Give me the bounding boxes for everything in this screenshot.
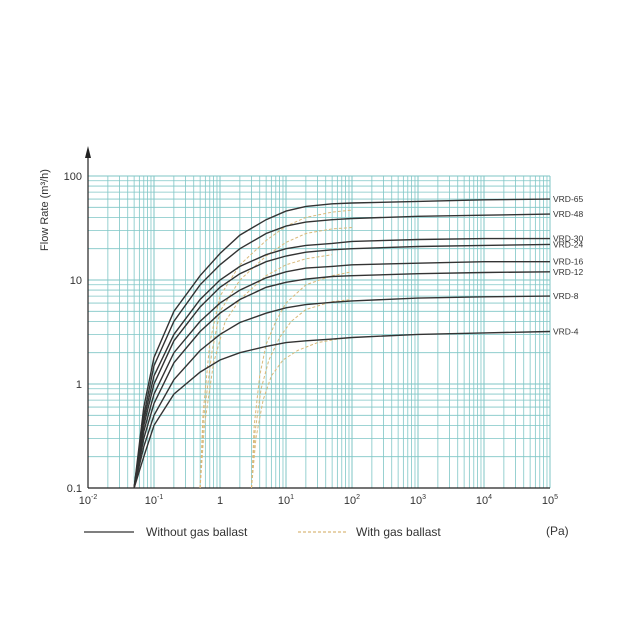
x-tick-label: 10-1 [145,494,164,507]
axes [85,146,550,489]
series-curve [133,213,551,489]
series-label: VRD-12 [553,267,584,277]
series-curve [133,261,550,489]
x-tick-exponent: -2 [91,494,97,501]
x-tick-exponent: 5 [554,494,558,501]
series-label: VRD-24 [553,239,584,249]
series-curves [133,198,551,489]
x-tick-label: 10-2 [79,494,98,507]
series-curve [133,295,551,489]
x-tick-exponent: -1 [157,494,163,501]
ballast-curve [251,299,353,489]
x-tick-label: 101 [278,494,294,507]
ballast-curve [199,209,353,489]
y-axis-arrow [85,146,91,158]
series-curve [133,237,550,489]
x-tick-exponent: 1 [290,494,294,501]
y-tick-label: 10 [70,275,82,287]
series-label: VRD-65 [553,194,584,204]
series-curve [133,271,551,489]
ballast-curve [251,337,353,489]
y-tick-label: 100 [64,171,82,183]
series-label: VRD-16 [553,257,584,267]
series-label: VRD-8 [553,291,579,301]
x-tick-exponent: 4 [488,494,492,501]
x-tick-label: 105 [542,494,558,507]
y-tick-label: 0.1 [67,483,82,495]
series-label: VRD-30 [553,234,584,244]
ballast-curve [251,271,353,489]
grid [87,175,551,489]
series-curve [133,243,551,489]
series-label: VRD-4 [553,326,579,336]
x-tick-label: 103 [410,494,426,507]
x-tick-exponent: 2 [356,494,360,501]
y-tick-label: 1 [76,379,82,391]
series-curve [133,198,551,489]
legend: Without gas ballast With gas ballast [84,525,441,539]
x-axis-unit: (Pa) [546,524,569,538]
x-tick-label: 1 [217,495,223,507]
y-axis-title: Flow Rate (m³/h) [39,169,51,251]
x-tick-label: 102 [344,494,360,507]
x-tick-exponent: 3 [422,494,426,501]
series-label: VRD-48 [553,209,584,219]
x-tick-label: 104 [476,494,492,507]
series-curve [133,330,551,489]
legend-label-with-ballast: With gas ballast [356,525,441,539]
legend-label-without-ballast: Without gas ballast [146,525,248,539]
